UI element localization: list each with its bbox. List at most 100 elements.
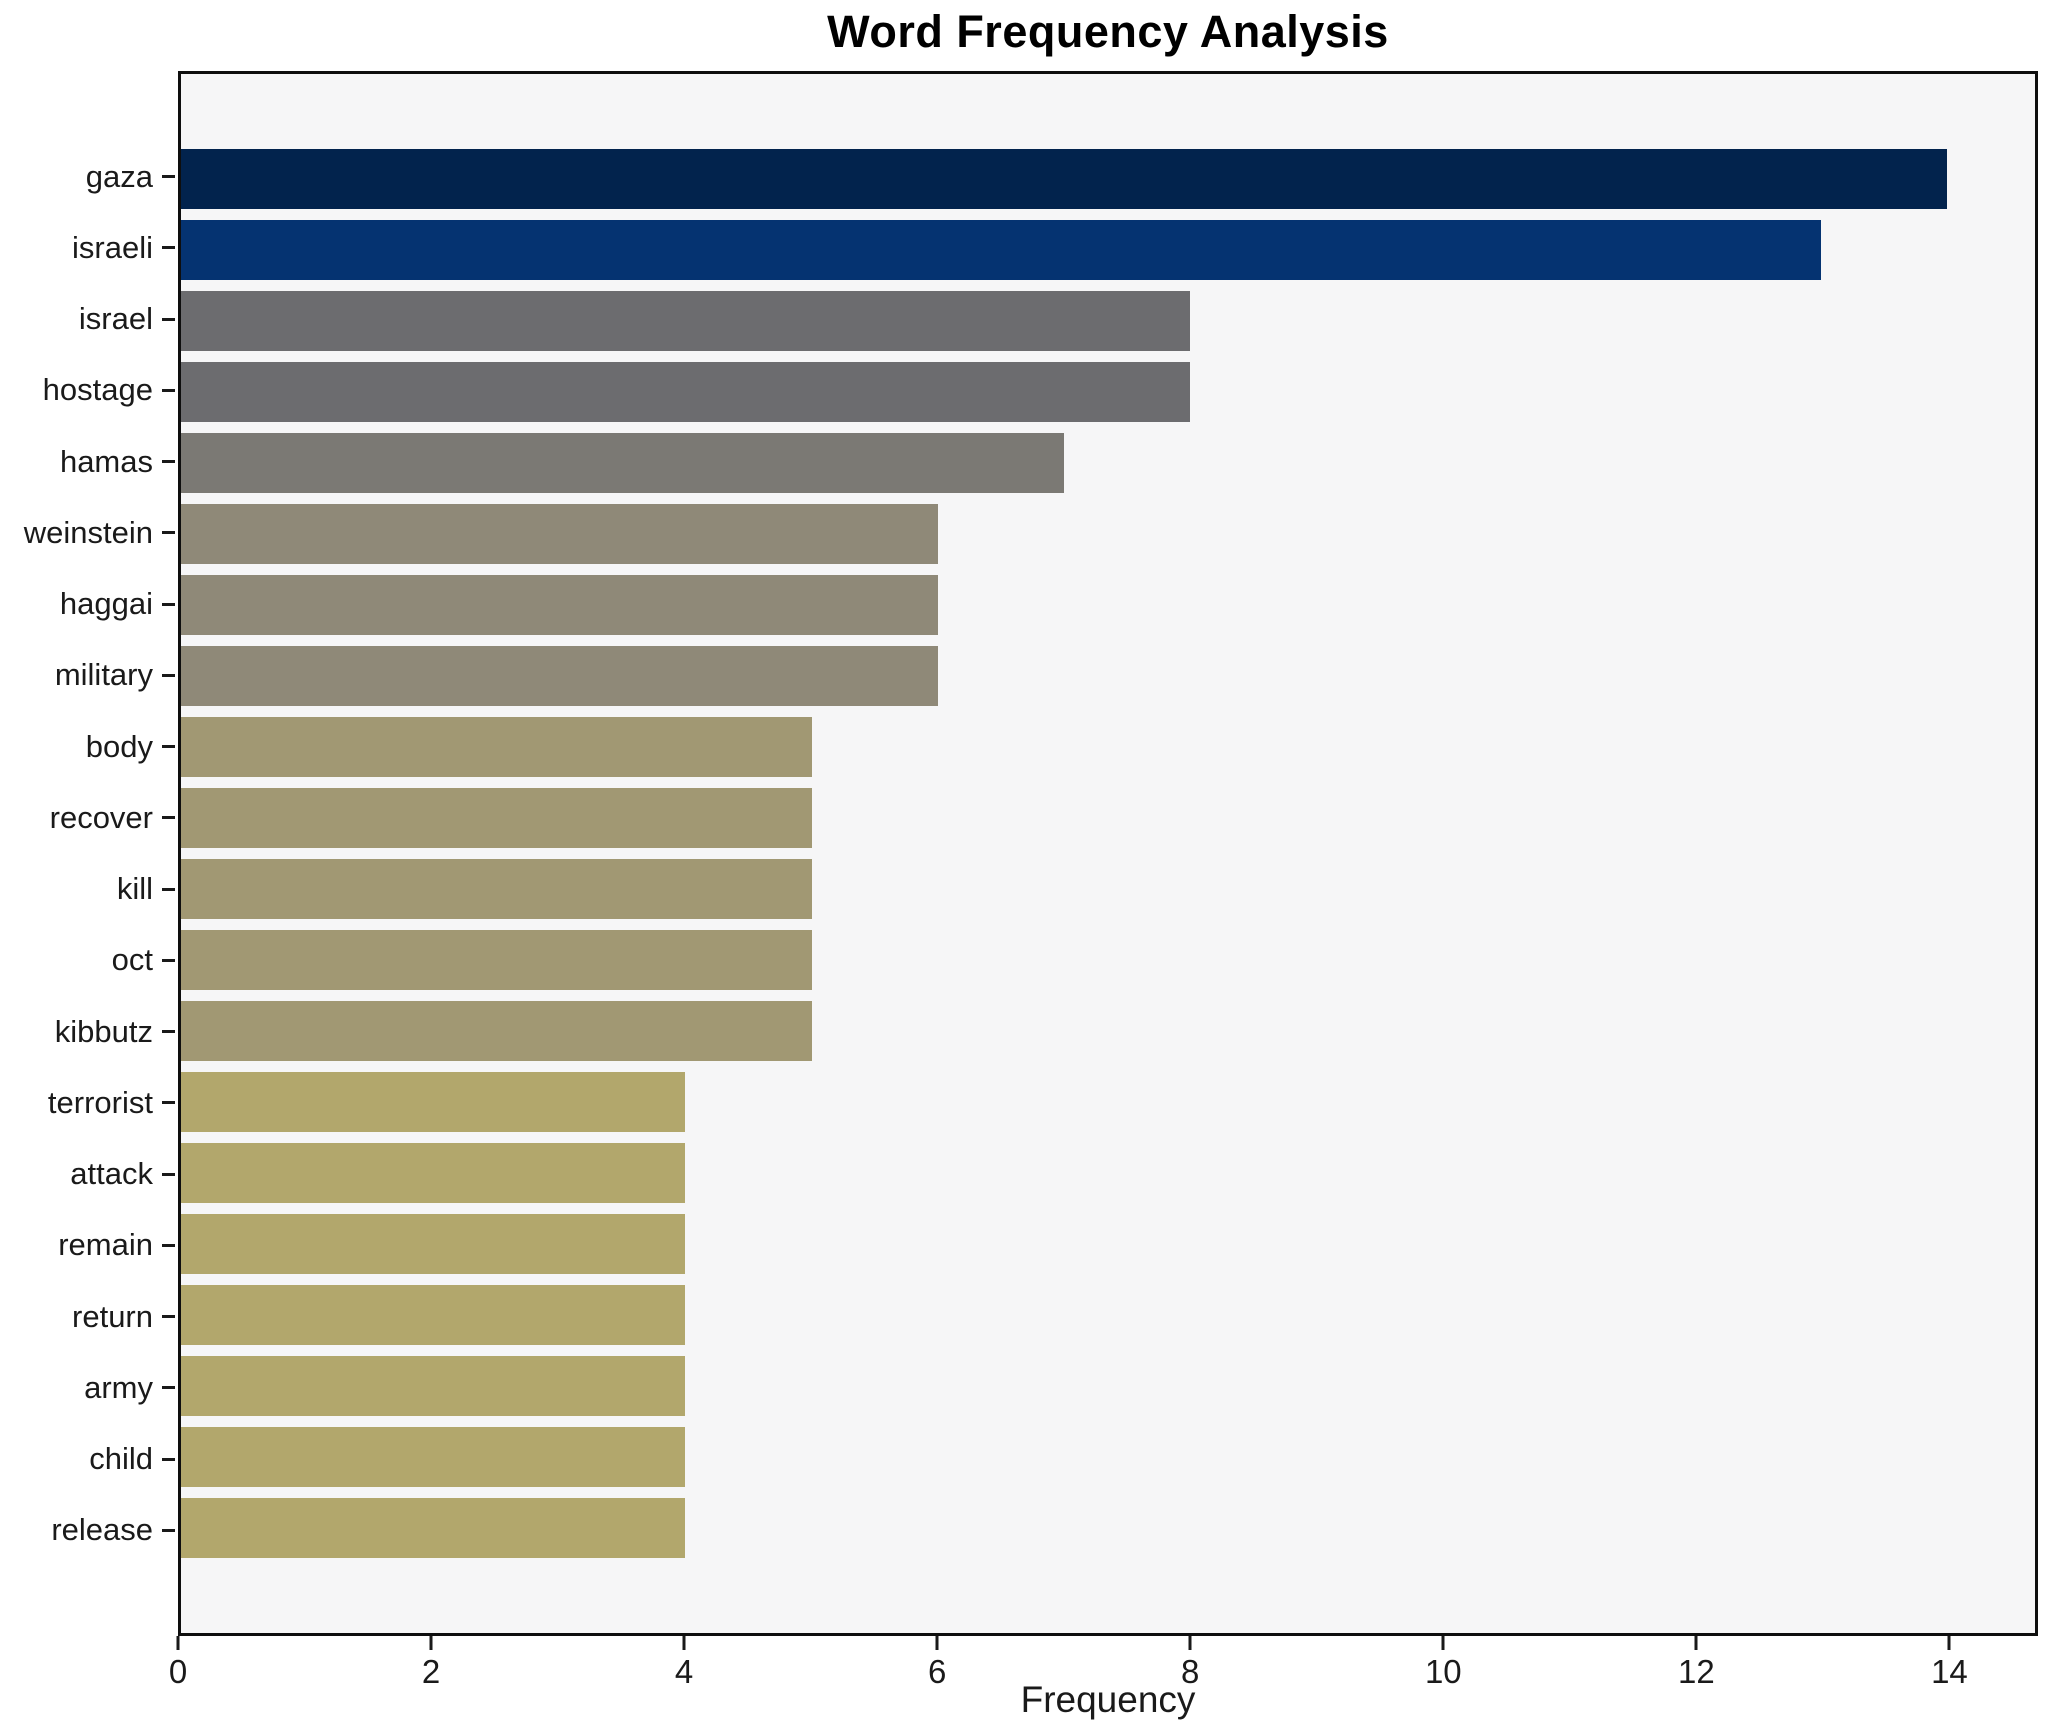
bar-haggai [181, 575, 938, 636]
bar-row-gaza [181, 144, 2035, 215]
y-label-terrorist: terrorist [47, 1084, 153, 1120]
chart-title: Word Frequency Analysis [827, 6, 1389, 57]
y-label-oct: oct [111, 942, 153, 978]
bar-gaza [181, 149, 1947, 210]
bar-kibbutz [181, 1000, 812, 1061]
x-tick-label-10: 10 [1424, 1653, 1462, 1690]
bar-remain [181, 1213, 686, 1274]
y-axis-labels: gaza israeli israel hostage hamas weinstein ha… [0, 71, 175, 1636]
y-label-row-remain: remain [0, 1210, 175, 1281]
bar-row-oct [181, 924, 2035, 995]
bar-attack [181, 1142, 686, 1203]
y-tick-mark [162, 175, 175, 179]
y-tick-mark [162, 1243, 175, 1247]
bar-row-body [181, 712, 2035, 783]
bar-weinstein [181, 504, 938, 565]
y-label-row-gaza: gaza [0, 141, 175, 212]
y-tick-mark [162, 1457, 175, 1461]
x-tick-mark-4 [682, 1636, 686, 1650]
y-label-row-military: military [0, 640, 175, 711]
y-label-army: army [84, 1369, 153, 1405]
y-tick-mark [162, 673, 175, 677]
y-label-hostage: hostage [42, 372, 153, 408]
bar-row-attack [181, 1137, 2035, 1208]
x-tick-label-2: 2 [421, 1653, 441, 1690]
y-tick-mark [162, 1315, 175, 1319]
bar-row-recover [181, 783, 2035, 854]
bar-row-haggai [181, 570, 2035, 641]
x-tick-label-0: 0 [168, 1653, 188, 1690]
bar-hamas [181, 433, 1064, 494]
y-tick-mark [162, 246, 175, 250]
bar-israeli [181, 220, 1821, 281]
bar-row-child [181, 1421, 2035, 1492]
x-tick-mark-10 [1441, 1636, 1445, 1650]
y-tick-mark [162, 1172, 175, 1176]
y-label-remain: remain [58, 1227, 153, 1263]
y-label-military: military [54, 657, 153, 693]
y-label-body: body [85, 728, 153, 764]
y-label-row-child: child [0, 1424, 175, 1495]
bar-row-return [181, 1279, 2035, 1350]
bar-recover [181, 788, 812, 849]
y-label-row-body: body [0, 711, 175, 782]
bar-release [181, 1497, 686, 1558]
bar-israel [181, 291, 1190, 352]
x-tick-mark-12 [1694, 1636, 1698, 1650]
y-tick-mark [162, 531, 175, 535]
y-label-recover: recover [49, 799, 153, 835]
y-label-row-haggai: haggai [0, 569, 175, 640]
bar-army [181, 1355, 686, 1416]
bar-row-release [181, 1492, 2035, 1563]
bar-row-israel [181, 286, 2035, 357]
x-axis: 0 2 4 6 8 10 12 14 [169, 1636, 2038, 1722]
plot-area [178, 71, 2038, 1636]
y-tick-mark [162, 816, 175, 820]
y-label-row-attack: attack [0, 1139, 175, 1210]
y-label-kill: kill [116, 871, 153, 907]
y-label-weinstein: weinstein [23, 514, 153, 550]
bar-row-terrorist [181, 1066, 2035, 1137]
y-label-row-israeli: israeli [0, 212, 175, 283]
y-label-row-hamas: hamas [0, 426, 175, 497]
y-tick-mark [162, 745, 175, 749]
x-tick-label-8: 8 [1181, 1653, 1200, 1690]
y-label-row-terrorist: terrorist [0, 1067, 175, 1138]
y-label-row-hostage: hostage [0, 355, 175, 426]
y-tick-mark [162, 1386, 175, 1390]
bar-row-kill [181, 854, 2035, 925]
x-tick-mark-2 [429, 1636, 433, 1650]
bar-military [181, 646, 938, 707]
bar-body [181, 717, 812, 778]
y-tick-mark [162, 1030, 175, 1034]
bar-row-remain [181, 1208, 2035, 1279]
y-tick-mark [162, 1528, 175, 1532]
y-tick-mark [162, 388, 175, 392]
bar-row-israeli [181, 215, 2035, 286]
y-label-gaza: gaza [85, 158, 153, 194]
x-tick-label-6: 6 [927, 1653, 947, 1690]
bar-row-kibbutz [181, 995, 2035, 1066]
y-label-row-israel: israel [0, 284, 175, 355]
y-label-israeli: israeli [72, 229, 153, 265]
y-label-israel: israel [78, 301, 153, 337]
bar-row-weinstein [181, 499, 2035, 570]
bar-hostage [181, 362, 1190, 423]
bar-return [181, 1284, 686, 1345]
y-label-row-weinstein: weinstein [0, 497, 175, 568]
x-tick-mark-6 [935, 1636, 939, 1650]
bar-row-hamas [181, 428, 2035, 499]
bar-row-military [181, 641, 2035, 712]
y-label-row-kibbutz: kibbutz [0, 996, 175, 1067]
y-label-row-oct: oct [0, 925, 175, 996]
y-label-row-kill: kill [0, 854, 175, 925]
y-label-release: release [51, 1512, 153, 1548]
bar-row-army [181, 1350, 2035, 1421]
y-label-haggai: haggai [59, 586, 153, 622]
y-label-row-return: return [0, 1281, 175, 1352]
y-label-hamas: hamas [59, 443, 153, 479]
y-tick-mark [162, 887, 175, 891]
x-tick-label-14: 14 [1931, 1653, 1968, 1690]
bars-container [181, 74, 2035, 1633]
